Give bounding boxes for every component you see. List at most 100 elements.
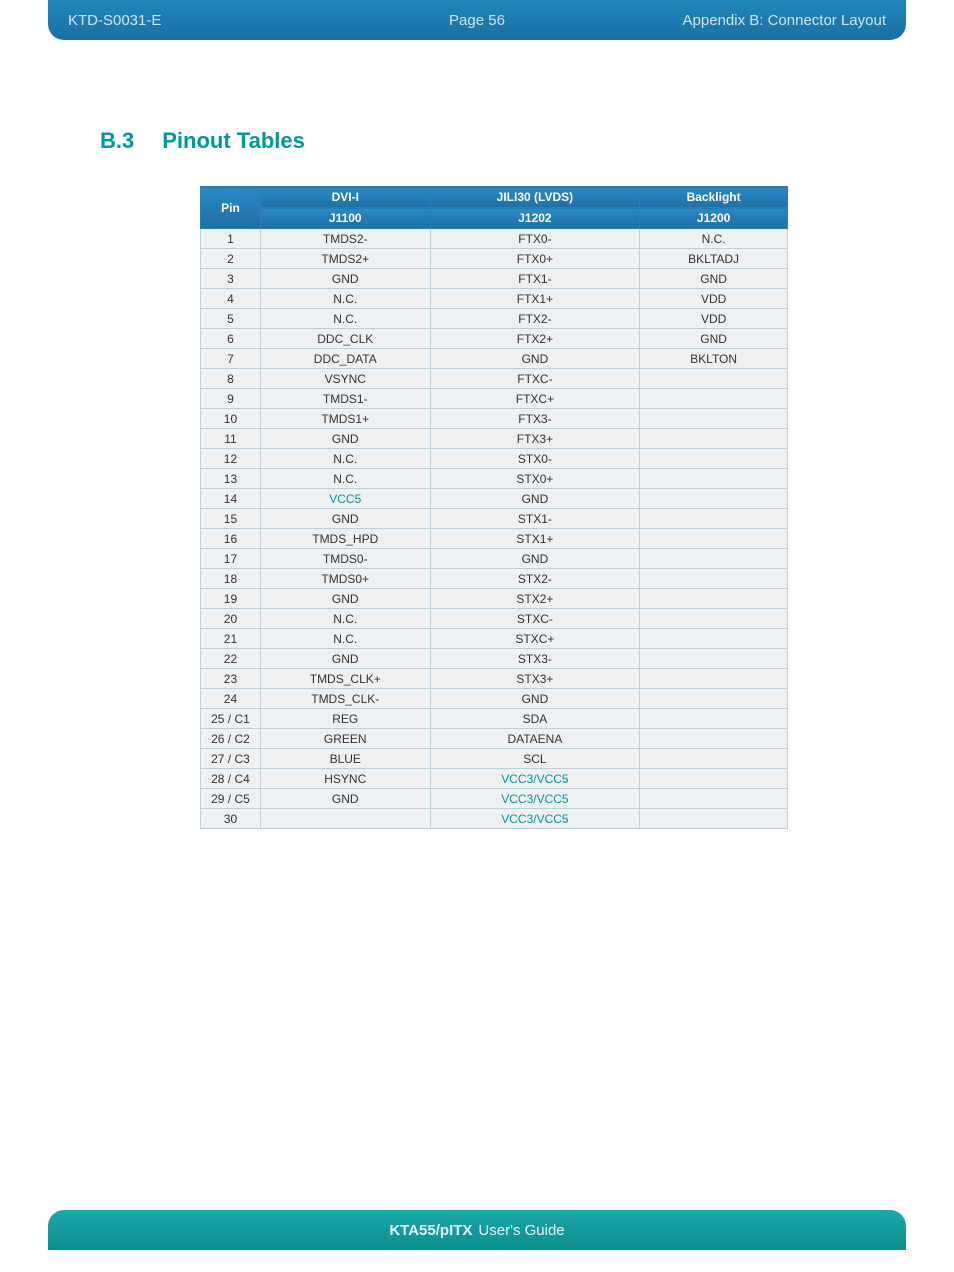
table-row: 21N.C.STXC+ <box>201 629 788 649</box>
cell-c1: GND <box>260 509 430 529</box>
cell-c1: TMDS1+ <box>260 409 430 429</box>
table-row: 8VSYNCFTXC- <box>201 369 788 389</box>
cell-c3 <box>640 769 788 789</box>
cell-c2: FTX1- <box>430 269 640 289</box>
cell-c1 <box>260 809 430 829</box>
th-j1200: J1200 <box>640 208 788 229</box>
cell-c3 <box>640 569 788 589</box>
cell-c2: DATAENA <box>430 729 640 749</box>
cell-pin: 1 <box>201 229 261 249</box>
cell-c2: GND <box>430 489 640 509</box>
th-pin: Pin <box>201 187 261 229</box>
section-number: B.3 <box>100 128 134 154</box>
table-row: 30VCC3/VCC5 <box>201 809 788 829</box>
cell-c3 <box>640 489 788 509</box>
th-backlight: Backlight <box>640 187 788 208</box>
cell-c1: HSYNC <box>260 769 430 789</box>
header-center: Page 56 <box>334 12 620 29</box>
cell-c2: STX3+ <box>430 669 640 689</box>
cell-pin: 13 <box>201 469 261 489</box>
cell-pin: 27 / C3 <box>201 749 261 769</box>
table-row: 28 / C4HSYNCVCC3/VCC5 <box>201 769 788 789</box>
cell-pin: 11 <box>201 429 261 449</box>
cell-c1: BLUE <box>260 749 430 769</box>
cell-c2: FTXC+ <box>430 389 640 409</box>
cell-c2: GND <box>430 689 640 709</box>
cell-c3 <box>640 809 788 829</box>
cell-c2: SCL <box>430 749 640 769</box>
cell-c2: FTX3- <box>430 409 640 429</box>
cell-c2: VCC3/VCC5 <box>430 769 640 789</box>
th-dvi: DVI-I <box>260 187 430 208</box>
table-row: 5N.C.FTX2-VDD <box>201 309 788 329</box>
table-row: 10TMDS1+FTX3- <box>201 409 788 429</box>
cell-c3 <box>640 729 788 749</box>
table-row: 17TMDS0-GND <box>201 549 788 569</box>
pinout-table-wrap: Pin DVI-I JILI30 (LVDS) Backlight J1100 … <box>200 186 788 829</box>
cell-c1: REG <box>260 709 430 729</box>
table-row: 1TMDS2-FTX0-N.C. <box>201 229 788 249</box>
page: KTD-S0031-E Page 56 Appendix B: Connecto… <box>0 0 954 1272</box>
cell-c2: FTX2- <box>430 309 640 329</box>
cell-c3: VDD <box>640 289 788 309</box>
cell-c1: TMDS2- <box>260 229 430 249</box>
cell-c3 <box>640 389 788 409</box>
cell-pin: 17 <box>201 549 261 569</box>
cell-pin: 5 <box>201 309 261 329</box>
cell-c3 <box>640 589 788 609</box>
cell-c3: GND <box>640 329 788 349</box>
table-row: 3GNDFTX1-GND <box>201 269 788 289</box>
cell-pin: 8 <box>201 369 261 389</box>
cell-c1: N.C. <box>260 309 430 329</box>
cell-c3: N.C. <box>640 229 788 249</box>
cell-pin: 12 <box>201 449 261 469</box>
table-row: 24TMDS_CLK-GND <box>201 689 788 709</box>
cell-c1: TMDS2+ <box>260 249 430 269</box>
cell-c3: VDD <box>640 309 788 329</box>
section-title: Pinout Tables <box>162 128 305 154</box>
table-row: 6DDC_CLKFTX2+GND <box>201 329 788 349</box>
cell-c3 <box>640 749 788 769</box>
cell-pin: 19 <box>201 589 261 609</box>
cell-c1: N.C. <box>260 449 430 469</box>
cell-c2: STXC+ <box>430 629 640 649</box>
cell-c2: GND <box>430 549 640 569</box>
table-row: 27 / C3BLUESCL <box>201 749 788 769</box>
header-right: Appendix B: Connector Layout <box>620 12 906 29</box>
cell-c3 <box>640 549 788 569</box>
cell-c1: TMDS0- <box>260 549 430 569</box>
cell-c1: DDC_DATA <box>260 349 430 369</box>
cell-pin: 26 / C2 <box>201 729 261 749</box>
cell-pin: 16 <box>201 529 261 549</box>
cell-c3 <box>640 709 788 729</box>
th-j1100: J1100 <box>260 208 430 229</box>
cell-c3 <box>640 449 788 469</box>
cell-c3 <box>640 429 788 449</box>
cell-pin: 14 <box>201 489 261 509</box>
cell-c1: N.C. <box>260 469 430 489</box>
table-row: 2TMDS2+FTX0+BKLTADJ <box>201 249 788 269</box>
table-row: 26 / C2GREENDATAENA <box>201 729 788 749</box>
cell-c3 <box>640 529 788 549</box>
table-row: 22GNDSTX3- <box>201 649 788 669</box>
th-jili: JILI30 (LVDS) <box>430 187 640 208</box>
table-header-row: J1100 J1202 J1200 <box>201 208 788 229</box>
cell-c1: GND <box>260 589 430 609</box>
cell-c2: STX0+ <box>430 469 640 489</box>
cell-c1: GND <box>260 789 430 809</box>
cell-c2: STX1+ <box>430 529 640 549</box>
cell-c2: STXC- <box>430 609 640 629</box>
footer-text: User's Guide <box>478 1222 564 1239</box>
table-row: 15GNDSTX1- <box>201 509 788 529</box>
cell-c3 <box>640 609 788 629</box>
cell-c3 <box>640 629 788 649</box>
cell-c2: SDA <box>430 709 640 729</box>
cell-pin: 10 <box>201 409 261 429</box>
table-row: 29 / C5GNDVCC3/VCC5 <box>201 789 788 809</box>
cell-c3: BKLTON <box>640 349 788 369</box>
cell-pin: 15 <box>201 509 261 529</box>
table-row: 14VCC5GND <box>201 489 788 509</box>
cell-pin: 2 <box>201 249 261 269</box>
table-row: 20N.C.STXC- <box>201 609 788 629</box>
cell-c3 <box>640 669 788 689</box>
